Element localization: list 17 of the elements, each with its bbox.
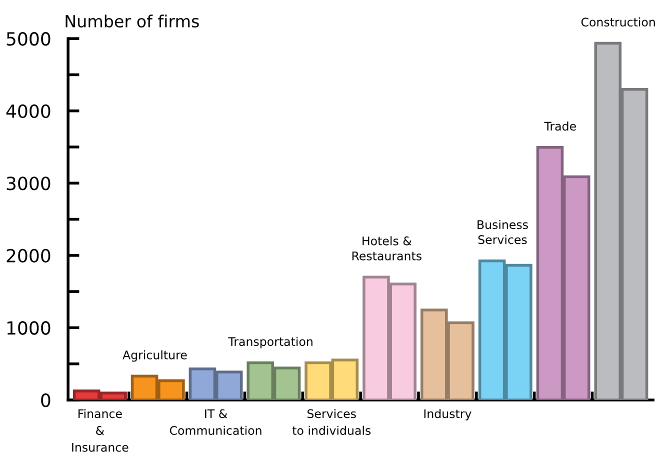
y-tick-label: 3000 bbox=[6, 176, 50, 190]
x-tick-label: IT & Communication bbox=[170, 409, 262, 435]
y-tick-label: 0 bbox=[41, 393, 50, 408]
x-tick-label: Transportation bbox=[228, 336, 312, 348]
y-tick-label: 2000 bbox=[6, 248, 50, 263]
x-tick-label: Trade bbox=[544, 121, 576, 131]
x-tick-label: Construction bbox=[581, 17, 655, 27]
y-tick-label: 5000 bbox=[6, 32, 50, 46]
x-tick-label: Agriculture bbox=[122, 350, 187, 362]
x-tick-label: Hotels & Restaurants bbox=[352, 236, 422, 260]
y-tick-label: 1000 bbox=[7, 321, 50, 335]
x-tick-label: Finance & Insurance bbox=[72, 409, 128, 452]
x-tick-label: Services to individuals bbox=[292, 409, 371, 435]
x-tick-label: Industry bbox=[424, 409, 472, 420]
x-tick-label: Business Services bbox=[478, 220, 528, 244]
y-tick-label: 4000 bbox=[6, 104, 50, 118]
y-axis-title: Number of firms bbox=[66, 14, 199, 28]
